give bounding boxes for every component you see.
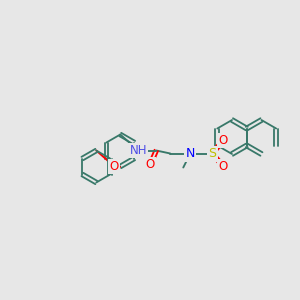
Text: O: O <box>110 160 119 173</box>
Text: O: O <box>219 160 228 173</box>
Text: O: O <box>146 158 155 171</box>
Text: S: S <box>208 147 216 160</box>
Text: NH: NH <box>130 144 147 157</box>
Text: O: O <box>219 134 228 147</box>
Text: N: N <box>186 147 195 160</box>
